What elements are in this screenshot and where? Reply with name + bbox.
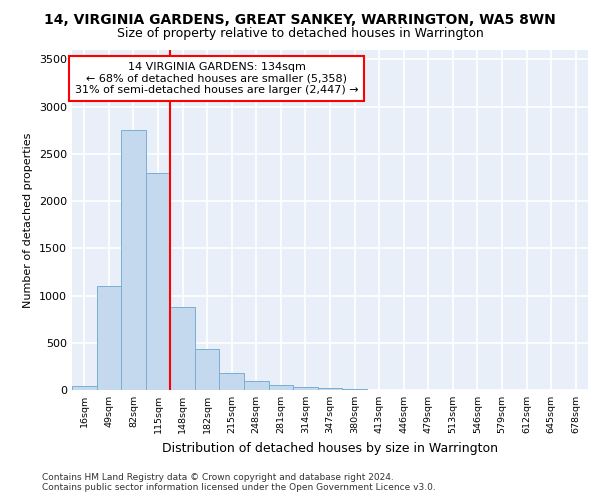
Bar (244, 381, 269, 390)
Bar (293, 386, 318, 390)
Bar (318, 388, 342, 390)
Text: Size of property relative to detached houses in Warrington: Size of property relative to detached ho… (116, 28, 484, 40)
Bar (220, 374, 244, 390)
Text: Contains HM Land Registry data © Crown copyright and database right 2024.
Contai: Contains HM Land Registry data © Crown c… (42, 473, 436, 492)
Y-axis label: Number of detached properties: Number of detached properties (23, 132, 34, 308)
Bar (195, 350, 220, 390)
Text: 14, VIRGINIA GARDENS, GREAT SANKEY, WARRINGTON, WA5 8WN: 14, VIRGINIA GARDENS, GREAT SANKEY, WARR… (44, 12, 556, 26)
Bar (97, 286, 121, 390)
Bar (72, 386, 97, 390)
Bar (170, 307, 195, 390)
Text: 14 VIRGINIA GARDENS: 134sqm
← 68% of detached houses are smaller (5,358)
31% of : 14 VIRGINIA GARDENS: 134sqm ← 68% of det… (74, 62, 358, 95)
Bar (121, 130, 146, 390)
Bar (146, 173, 170, 390)
Bar (269, 385, 293, 390)
X-axis label: Distribution of detached houses by size in Warrington: Distribution of detached houses by size … (162, 442, 498, 454)
Bar (342, 389, 367, 390)
